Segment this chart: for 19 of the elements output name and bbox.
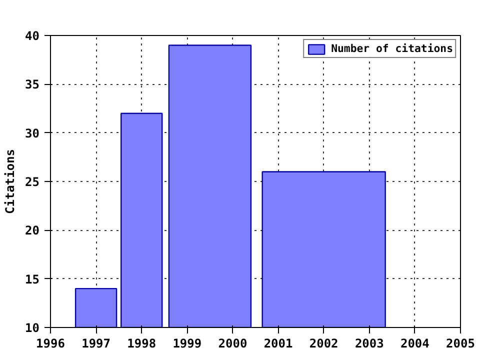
x-tick-label: 2000 [218, 336, 248, 350]
y-tick-label: 25 [25, 175, 40, 189]
x-tick-label: 2002 [309, 336, 338, 350]
y-tick-label: 35 [25, 78, 40, 92]
y-tick-label: 30 [25, 126, 40, 140]
legend-label: Number of citations [331, 42, 453, 55]
y-axis-title: Citations [3, 148, 18, 214]
x-tick-label: 2003 [354, 336, 384, 350]
x-tick-label: 2004 [400, 336, 430, 350]
x-tick-label: 1999 [172, 336, 202, 350]
x-tick-label: 2005 [446, 336, 475, 350]
y-tick-label: 20 [25, 224, 40, 238]
x-tick-label: 1996 [36, 336, 65, 350]
x-tick-label: 1997 [82, 336, 111, 350]
y-tick-label: 40 [25, 29, 40, 43]
y-tick-label: 10 [25, 321, 40, 335]
x-tick-label: 1998 [127, 336, 156, 350]
x-tick-label: 2001 [264, 336, 293, 350]
y-tick-label: 15 [25, 272, 40, 286]
